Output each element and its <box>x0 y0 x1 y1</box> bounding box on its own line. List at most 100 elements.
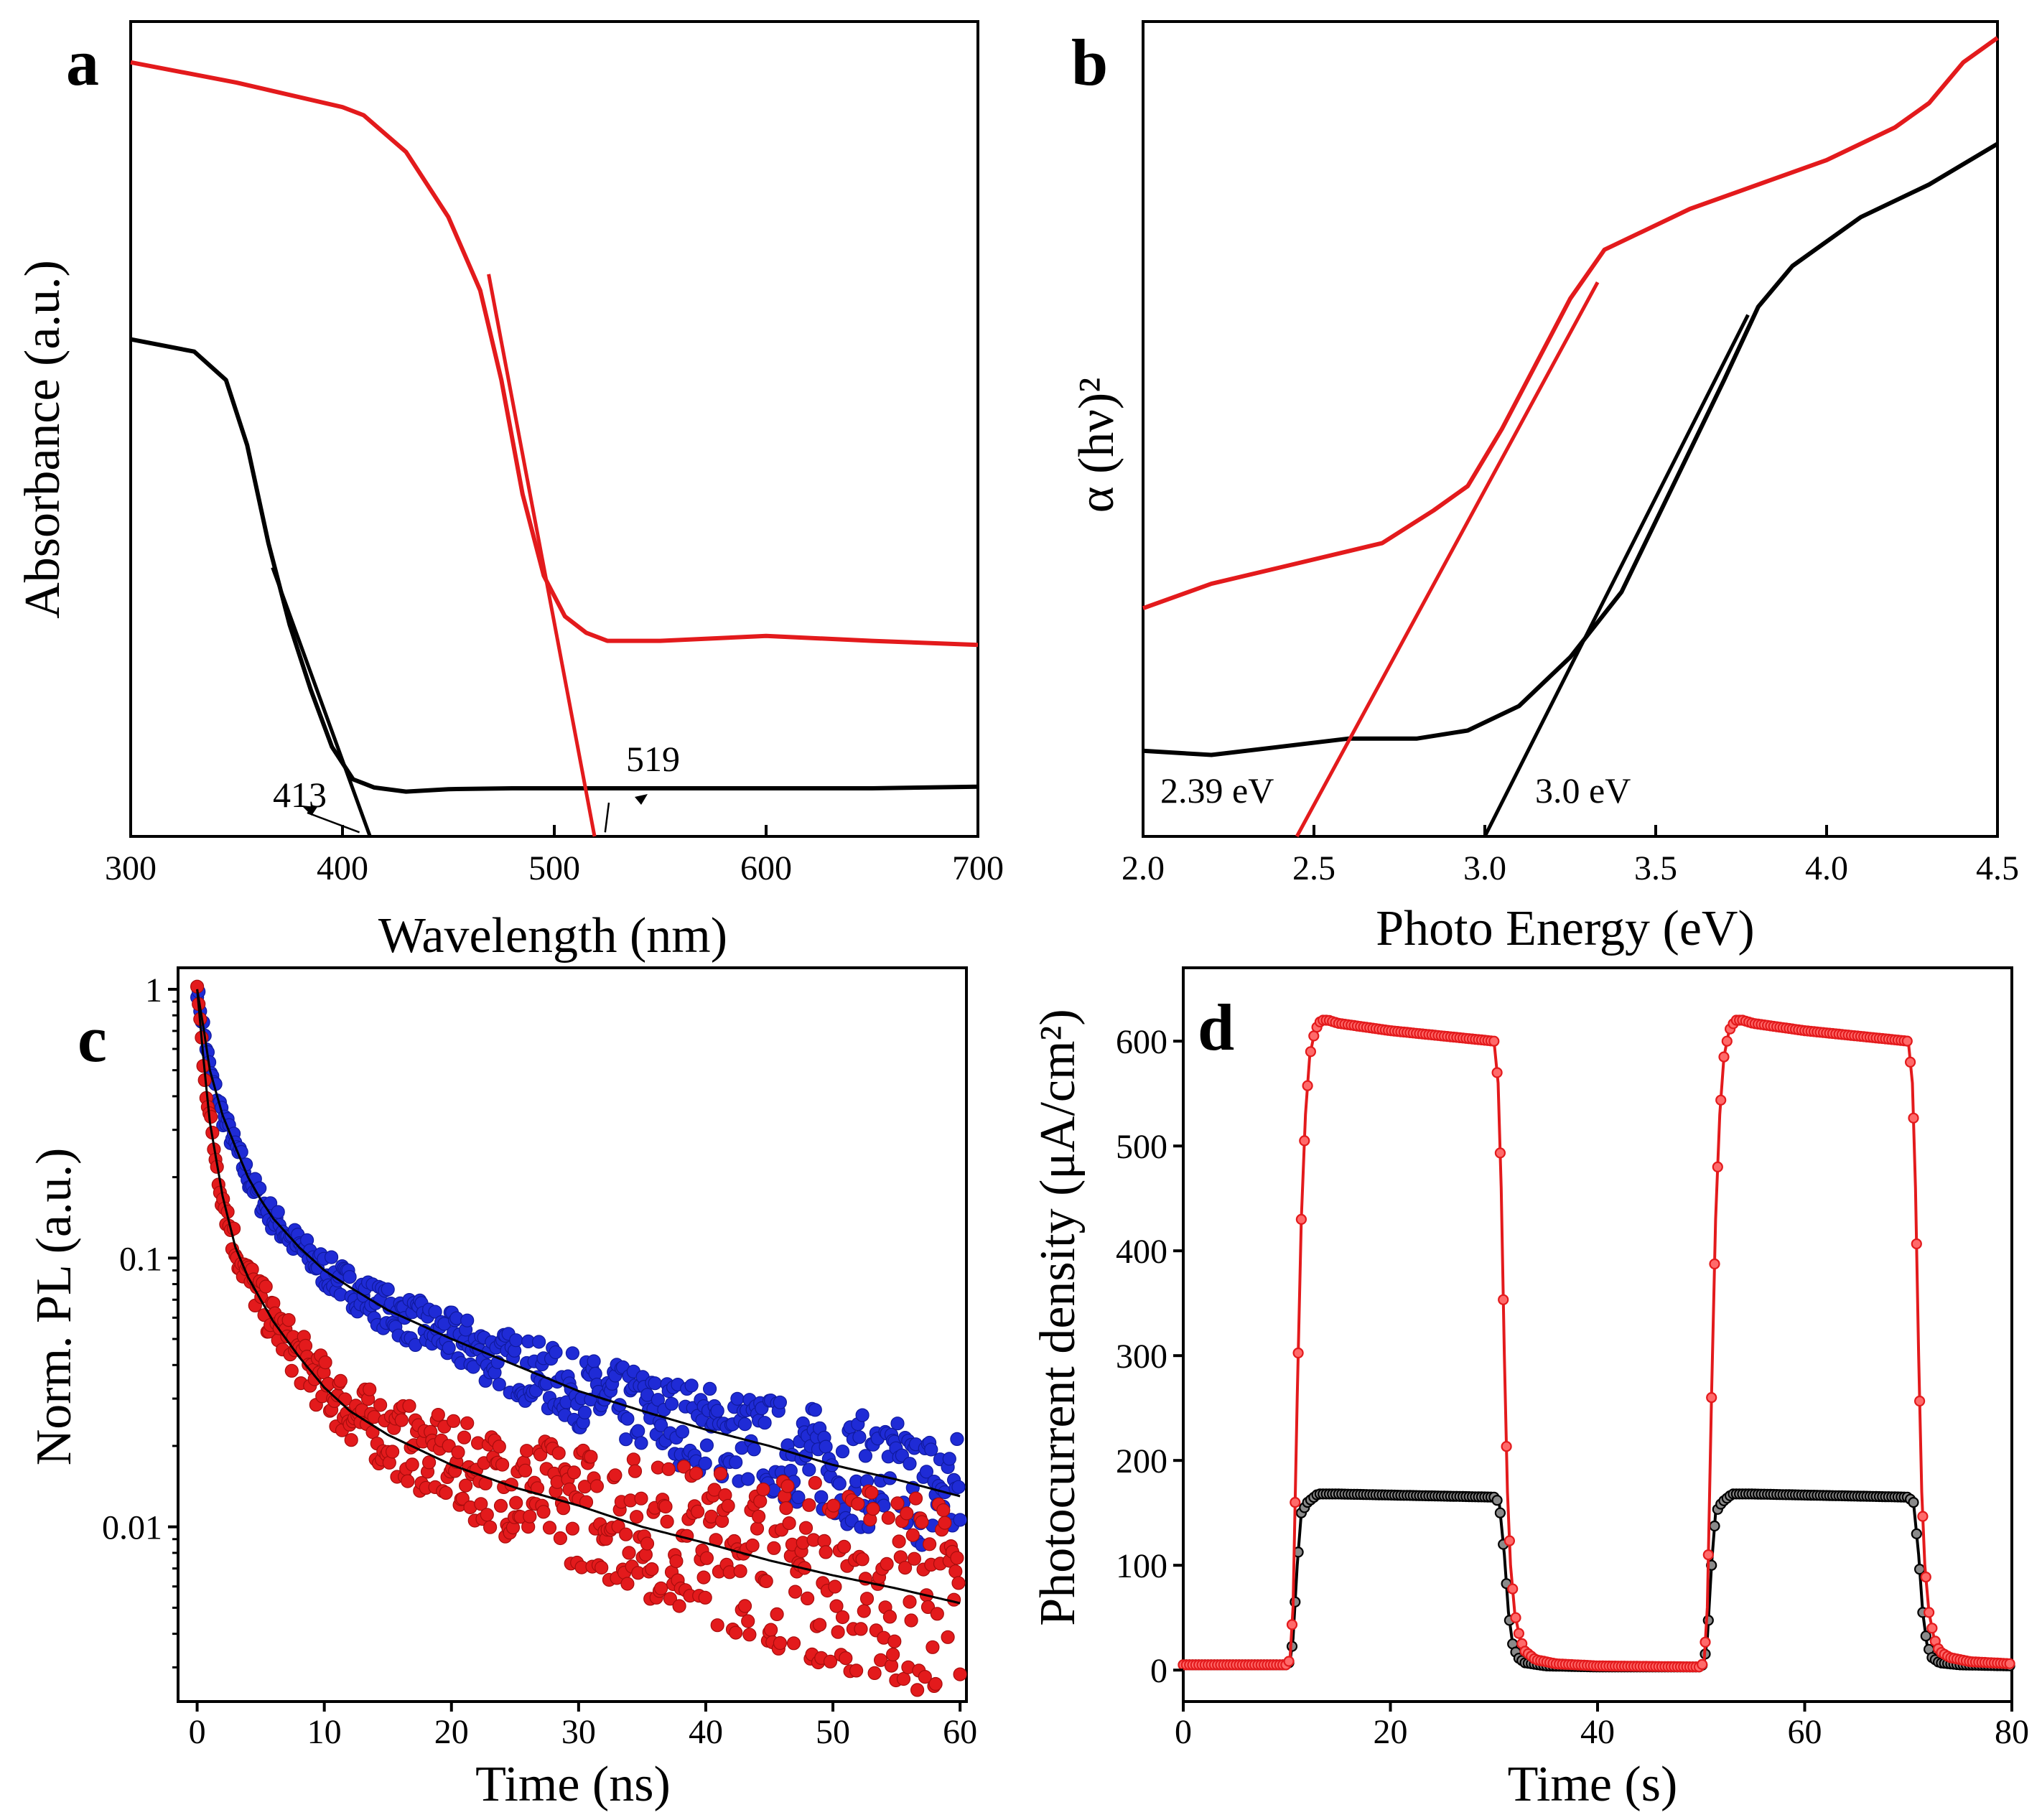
panel-b-annotation-2-39-ev: 2.39 eV <box>1160 770 1274 811</box>
panel-c-point-red <box>910 1683 925 1697</box>
panel-c-point-red <box>474 1497 488 1511</box>
panel-b-x-tick-label: 4.5 <box>1976 849 2019 887</box>
panel-c-point-blue <box>855 1408 870 1422</box>
panel-c-point-red <box>567 1465 582 1480</box>
panel-c-point-blue <box>737 1417 752 1432</box>
panel-c-point-red <box>551 1446 566 1460</box>
panel-c-point-red <box>918 1670 932 1684</box>
panel-d-point-red <box>1498 1294 1509 1305</box>
panel-c-point-red <box>661 1462 676 1476</box>
panel-c-point-red <box>930 1607 944 1621</box>
panel-c-point-red <box>808 1475 822 1490</box>
panel-c-point-red <box>864 1485 879 1500</box>
panel-c-point-red <box>333 1373 348 1389</box>
panel-c-point-red <box>628 1464 643 1478</box>
panel-d-point-red <box>1494 1147 1506 1159</box>
panel-a-annotation-arrow-1 <box>604 802 610 833</box>
panel-b-series-black <box>1142 141 1999 757</box>
panel-c-point-red <box>900 1506 914 1521</box>
panel-c-point-blue <box>890 1417 905 1431</box>
panel-c-x-axis-title: Time (ns) <box>475 1757 671 1812</box>
panel-b-plot-area <box>1142 20 1999 838</box>
panel-c-point-red <box>660 1514 674 1529</box>
panel-c-point-red <box>460 1416 475 1430</box>
panel-d-x-tick-label: 40 <box>1580 1713 1615 1751</box>
panel-d-y-axis-title: Photocurrent density (μA/cm²) <box>1030 1009 1086 1625</box>
panel-c-point-red <box>690 1504 705 1518</box>
panel-c-point-red <box>431 1407 445 1422</box>
panel-b: 2.0 2.5 3.0 3.5 4.0 4.5 b Photo Energy (eV) α… <box>1069 20 2019 956</box>
panel-c-point-red <box>480 1508 494 1522</box>
panel-c-point-red <box>284 1363 299 1378</box>
panel-d-point-red <box>1299 1135 1310 1147</box>
panel-c-point-red <box>812 1618 827 1632</box>
panel-c-point-red <box>553 1531 568 1546</box>
panel-d-y-tick-label: 100 <box>1116 1547 1167 1585</box>
panel-d-point-red <box>1501 1441 1512 1452</box>
panel-c-point-red <box>751 1509 766 1523</box>
panel-c-point-blue <box>381 1282 395 1297</box>
panel-c-point-blue <box>747 1442 761 1457</box>
panel-c-point-blue <box>648 1376 662 1391</box>
panel-c-point-red <box>629 1510 644 1524</box>
panel-c-point-red <box>859 1592 875 1606</box>
panel-c-point-red <box>281 1312 296 1327</box>
panel-c-point-red <box>669 1554 684 1569</box>
panel-c-point-red <box>584 1450 598 1464</box>
panel-d-point-black <box>1911 1528 1922 1539</box>
panel-c-point-blue <box>903 1457 917 1471</box>
panel-d-point-red <box>1283 1656 1295 1667</box>
panel-d-point-red <box>1914 1395 1926 1407</box>
panel-c-point-red <box>634 1491 648 1506</box>
panel-c-fit-blue <box>196 989 961 1498</box>
panel-c-point-red <box>881 1511 895 1525</box>
panel-c-point-red <box>676 1460 691 1474</box>
panel-c-point-red <box>640 1536 655 1551</box>
panel-c-point-red <box>493 1498 508 1513</box>
panel-c-point-blue <box>442 1340 456 1355</box>
panel-c-point-red <box>729 1625 743 1640</box>
panel-d-point-red <box>1290 1497 1301 1508</box>
panel-a-x-tick-label: 700 <box>952 849 1004 887</box>
panel-c-point-red <box>922 1537 937 1551</box>
panel-c-point-blue <box>698 1456 712 1470</box>
panel-c-point-red <box>829 1599 844 1613</box>
panel-c-point-red <box>626 1452 641 1467</box>
panel-c-point-red <box>451 1445 465 1460</box>
panel-c-point-blue <box>852 1430 867 1445</box>
panel-d-series-black <box>1183 1492 2013 1669</box>
panel-c-point-red <box>798 1521 813 1535</box>
panel-a-plot-area <box>129 20 979 838</box>
panel-c-point-blue <box>710 1404 724 1418</box>
panel-c-point-red <box>867 1666 882 1680</box>
panel-d-point-red <box>1709 1258 1720 1270</box>
panel-c-point-blue <box>808 1403 822 1417</box>
panel-c-point-red <box>819 1545 833 1559</box>
panel-d-point-red <box>1901 1035 1913 1047</box>
panel-c-point-blue <box>791 1490 806 1505</box>
panel-c-point-red <box>663 1592 678 1606</box>
panel-c-point-red <box>941 1630 955 1644</box>
panel-c-point-red <box>826 1498 841 1513</box>
panel-a-arrowhead-519 <box>635 794 648 805</box>
panel-d-point-red <box>1491 1067 1503 1078</box>
panel-c-point-red <box>742 1628 757 1642</box>
panel-c-y-axis-title: Norm. PL (a.u.) <box>27 1148 82 1466</box>
panel-c-point-red <box>823 1654 838 1669</box>
panel-c-point-blue <box>675 1424 690 1439</box>
panel-c-point-blue <box>466 1360 480 1374</box>
panel-c-point-red <box>733 1564 747 1578</box>
panel-d-point-red <box>1706 1391 1717 1404</box>
panel-c-point-blue <box>702 1381 717 1396</box>
panel-c-point-blue <box>953 1513 967 1527</box>
panel-c-point-blue <box>819 1439 833 1454</box>
panel-d-series-red <box>1183 1019 2013 1669</box>
panel-d-point-red <box>1924 1607 1935 1618</box>
panel-d-x-tick-label: 20 <box>1374 1713 1408 1751</box>
panel-b-x-tick-label: 3.0 <box>1463 849 1506 887</box>
panel-b-annotation-3-0-ev: 3.0 eV <box>1535 770 1631 811</box>
panel-d-point-red <box>1286 1619 1298 1630</box>
panel-a-series-black <box>130 337 979 794</box>
panel-c-point-red <box>780 1479 795 1493</box>
